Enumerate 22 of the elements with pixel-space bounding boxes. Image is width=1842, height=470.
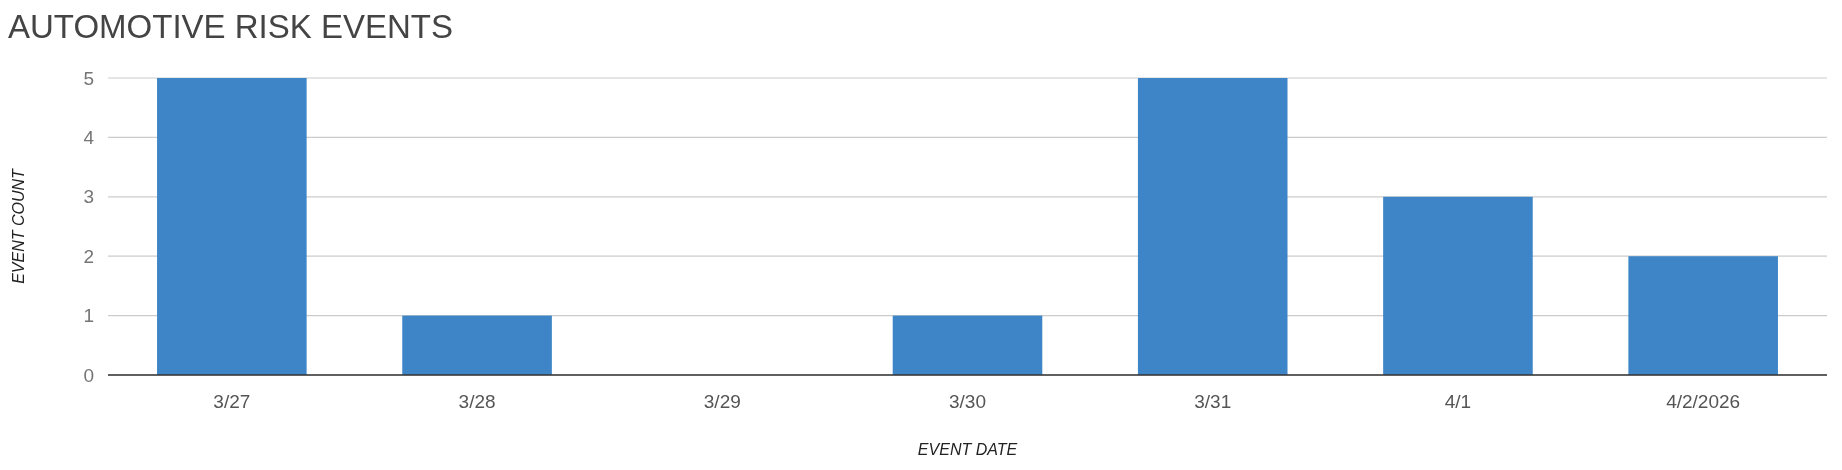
x-tick-label: 3/30 — [949, 391, 986, 412]
bar — [1383, 196, 1533, 375]
chart-title: AUTOMOTIVE RISK EVENTS — [8, 8, 453, 45]
bar — [1137, 78, 1288, 375]
x-tick-label: 3/27 — [213, 391, 251, 412]
bar — [1628, 256, 1778, 375]
x-axis-title: EVENT DATE — [917, 441, 1018, 458]
x-tick-label: 3/31 — [1194, 391, 1232, 412]
bar — [892, 315, 1043, 375]
y-tick-label: 2 — [83, 245, 94, 267]
y-tick-label: 4 — [83, 127, 95, 149]
bar — [157, 78, 307, 375]
y-tick-label: 0 — [83, 364, 94, 386]
y-axis-title: EVENT COUNT — [10, 167, 27, 284]
y-tick-label: 5 — [83, 67, 94, 89]
x-tick-label: 3/28 — [458, 391, 496, 412]
y-tick-label: 1 — [83, 305, 94, 327]
x-tick-label: 3/29 — [703, 391, 741, 412]
x-tick-label: 4/1 — [1444, 391, 1472, 412]
x-tick-label: 4/2/2026 — [1666, 391, 1741, 412]
y-tick-label: 3 — [83, 186, 94, 208]
bar — [402, 315, 552, 375]
